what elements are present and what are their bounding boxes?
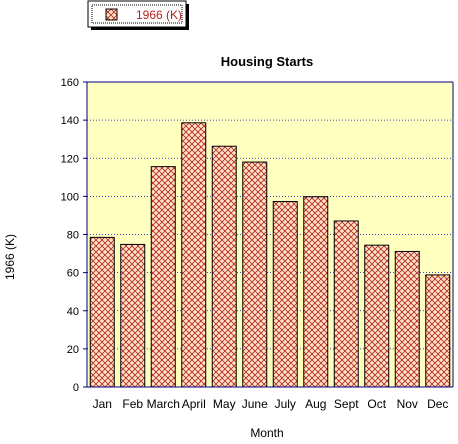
x-axis-label: Month xyxy=(250,426,283,440)
bar-march xyxy=(150,166,176,388)
x-tick-label: May xyxy=(213,397,236,411)
bar-april xyxy=(181,122,207,388)
bar-feb xyxy=(120,243,146,388)
legend: 1966 (K) xyxy=(87,0,189,30)
bar-june xyxy=(242,161,268,388)
gridlines xyxy=(87,119,453,350)
bar-sept xyxy=(333,220,359,388)
bar-aug xyxy=(303,196,329,388)
chart-title: Housing Starts xyxy=(221,54,313,69)
x-tick-label: Sept xyxy=(334,397,359,411)
bar-july xyxy=(272,201,298,388)
y-axis-ticks: 0 20 40 60 80 100 120 140 160 xyxy=(61,77,87,394)
x-axis-ticks: Jan Feb March April May June July Aug Sept Oct Nov… xyxy=(93,397,449,411)
y-axis-label: 1966 (K) xyxy=(3,234,17,280)
bars xyxy=(89,122,451,388)
y-tick-label: 40 xyxy=(67,306,79,318)
x-tick-label: Oct xyxy=(367,397,386,411)
y-tick-label: 20 xyxy=(67,344,79,356)
x-tick-label: March xyxy=(147,397,180,411)
x-tick-label: Aug xyxy=(305,397,326,411)
y-tick-label: 120 xyxy=(61,153,79,165)
bar-dec xyxy=(425,274,451,388)
x-tick-label: June xyxy=(242,397,268,411)
x-tick-label: July xyxy=(275,397,296,411)
x-tick-label: Jan xyxy=(93,397,112,411)
y-tick-label: 60 xyxy=(67,268,79,280)
y-tick-label: 80 xyxy=(67,230,79,242)
legend-label: 1966 (K) xyxy=(136,8,182,22)
y-tick-label: 160 xyxy=(61,77,79,89)
bar-oct xyxy=(364,244,390,388)
y-tick-label: 100 xyxy=(61,191,79,203)
y-tick-label: 0 xyxy=(73,382,79,394)
x-tick-label: Nov xyxy=(397,397,418,411)
bar-jan xyxy=(89,236,115,388)
legend-swatch xyxy=(105,8,118,21)
y-tick-label: 140 xyxy=(61,115,79,127)
bar-may xyxy=(211,145,237,388)
x-tick-label: Feb xyxy=(122,397,143,411)
x-tick-label: Dec xyxy=(427,397,448,411)
x-tick-label: April xyxy=(182,397,206,411)
bar-nov xyxy=(394,250,420,388)
